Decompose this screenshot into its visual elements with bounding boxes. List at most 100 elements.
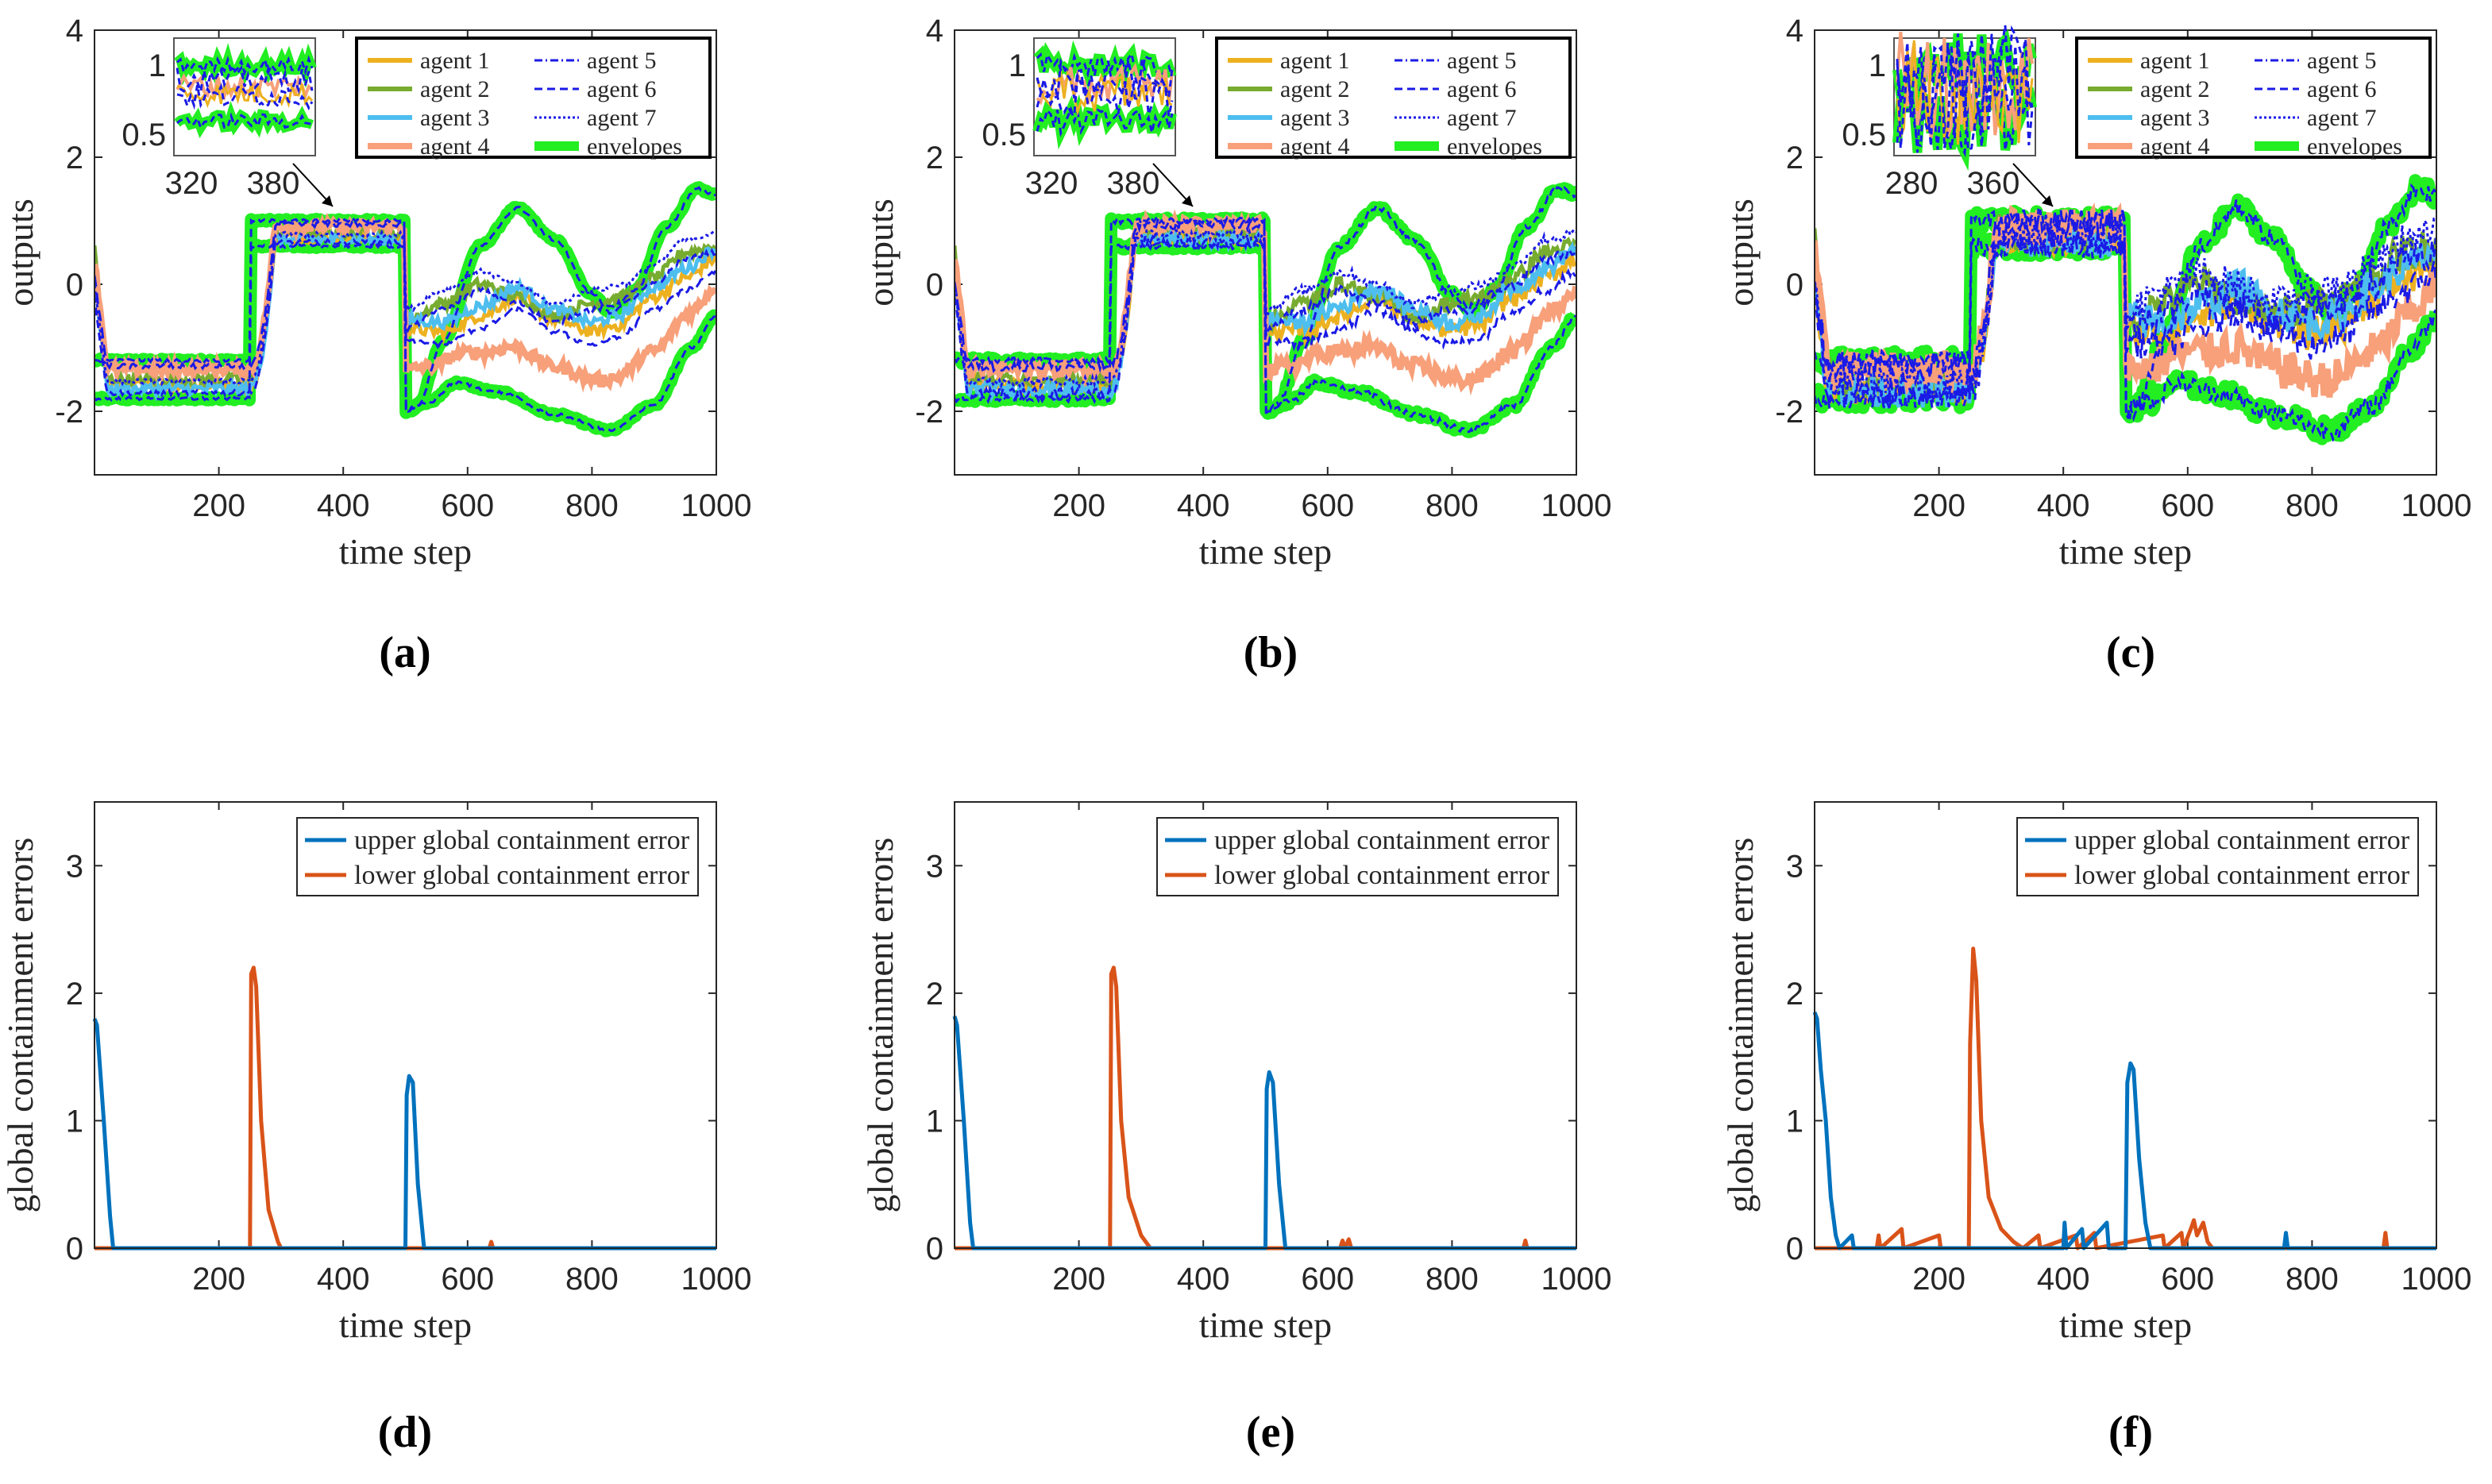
x-tick-label: 800 bbox=[2286, 488, 2339, 523]
agent-7-line bbox=[95, 229, 716, 387]
y-tick-label: 4 bbox=[1786, 13, 1803, 48]
x-axis-label: time step bbox=[2059, 1305, 2192, 1345]
legend-label: agent 3 bbox=[420, 105, 489, 131]
inset-agent bbox=[176, 64, 314, 96]
inset-envelope-dash bbox=[176, 112, 313, 130]
inset-x-tick: 380 bbox=[247, 166, 300, 201]
inset-y-tick: 0.5 bbox=[982, 118, 1026, 152]
inset-agent bbox=[1896, 25, 2034, 132]
legend-label: agent 4 bbox=[1280, 133, 1349, 160]
y-tick-label: 3 bbox=[926, 849, 943, 884]
y-tick-label: 2 bbox=[1786, 977, 1803, 1012]
legend-label: agent 5 bbox=[2307, 48, 2376, 74]
plot-frame bbox=[954, 29, 1577, 476]
y-axis-label: outputs bbox=[860, 199, 901, 306]
chart-f: 200 400 600 800 1000 0 1 2 3 time step global cont… bbox=[1720, 801, 2472, 1345]
chart-c: 200 400 600 800 1000 -2 0 2 4 time step outputs 0.5… bbox=[1720, 13, 2471, 572]
x-tick-label: 1000 bbox=[2401, 1262, 2472, 1297]
x-tick-label: 600 bbox=[441, 1262, 494, 1297]
y-tick-label: 2 bbox=[926, 977, 943, 1012]
envelope-center-dash bbox=[1815, 183, 2436, 419]
legend-label: agent 5 bbox=[1447, 48, 1516, 74]
x-tick-label: 400 bbox=[1177, 1262, 1230, 1297]
y-tick-label: 0 bbox=[926, 1232, 943, 1266]
y-tick-label: 0 bbox=[66, 1232, 83, 1266]
x-tick-label: 200 bbox=[192, 1262, 245, 1297]
y-axis-label: global containment errors bbox=[1720, 838, 1761, 1213]
x-tick-label: 400 bbox=[317, 488, 370, 523]
chart-b: 200 400 600 800 1000 -2 0 2 4 time step outputs 0.5… bbox=[860, 13, 1611, 572]
legend-box bbox=[355, 37, 712, 159]
legend-label: agent 1 bbox=[2140, 48, 2209, 74]
legend-box bbox=[1215, 37, 1572, 159]
caption-b: (b) bbox=[1244, 628, 1298, 677]
legend-box bbox=[2075, 37, 2432, 159]
y-tick-label: -2 bbox=[55, 395, 83, 430]
y-tick-label: 0 bbox=[1786, 268, 1803, 303]
legend-label: agent 5 bbox=[587, 48, 656, 74]
y-tick-label: 0 bbox=[926, 268, 943, 303]
legend-label: agent 4 bbox=[2140, 133, 2209, 160]
y-axis-label: global containment errors bbox=[0, 838, 41, 1213]
inset-agent bbox=[176, 80, 314, 109]
x-axis-label: time step bbox=[1199, 1305, 1332, 1345]
y-tick-label: 1 bbox=[926, 1104, 943, 1139]
inset-x-tick: 360 bbox=[1967, 166, 2020, 201]
x-tick-label: 200 bbox=[1052, 488, 1105, 523]
x-tick-label: 1000 bbox=[1541, 1262, 1612, 1297]
x-tick-label: 1000 bbox=[2401, 488, 2472, 523]
x-tick-label: 200 bbox=[1052, 1262, 1105, 1297]
x-tick-label: 800 bbox=[2286, 1262, 2339, 1297]
agent-7-line bbox=[955, 227, 1576, 390]
inset-agent bbox=[176, 83, 314, 110]
y-axis-label: outputs bbox=[0, 199, 41, 306]
inset-agent bbox=[1036, 57, 1174, 102]
x-tick-label: 400 bbox=[1177, 488, 1230, 523]
x-tick-label: 800 bbox=[1425, 1262, 1479, 1297]
inset-arrowhead bbox=[322, 195, 333, 206]
inset-envelope-dash bbox=[176, 55, 314, 76]
inset-y-tick: 0.5 bbox=[1842, 118, 1886, 152]
x-tick-label: 800 bbox=[565, 1262, 619, 1297]
legend-label: agent 1 bbox=[1280, 48, 1349, 74]
y-tick-label: -2 bbox=[915, 395, 943, 430]
x-tick-label: 1000 bbox=[1541, 488, 1612, 523]
legend-label: lower global containment error bbox=[354, 861, 690, 890]
x-axis-label: time step bbox=[339, 1305, 472, 1345]
legend-label: envelopes bbox=[2307, 133, 2402, 160]
inset-lines bbox=[1892, 25, 2037, 172]
x-tick-label: 800 bbox=[1425, 488, 1479, 523]
chart-a: 200 400 600 800 1000 -2 0 2 4 time step outputs 0.5… bbox=[0, 13, 751, 572]
inset-envelope-dash bbox=[1896, 87, 2034, 158]
legend-label: agent 6 bbox=[2307, 76, 2376, 102]
legend-label: upper global containment error bbox=[2074, 826, 2410, 855]
x-tick-label: 800 bbox=[565, 488, 619, 523]
x-tick-label: 1000 bbox=[681, 1262, 752, 1297]
y-axis-label: outputs bbox=[1720, 199, 1761, 306]
inset-envelope bbox=[1032, 94, 1177, 150]
x-tick-label: 400 bbox=[2037, 1262, 2090, 1297]
y-tick-label: -2 bbox=[1775, 395, 1803, 430]
inset-arrowhead bbox=[1182, 195, 1193, 206]
legend-box bbox=[2016, 817, 2419, 896]
plot-area bbox=[955, 182, 1576, 438]
y-tick-label: 2 bbox=[1786, 141, 1803, 175]
legend-box bbox=[1156, 817, 1559, 896]
lower-error-line bbox=[95, 966, 716, 1251]
agent-7-line bbox=[1815, 217, 2436, 399]
envelope-center-dash bbox=[955, 241, 1576, 436]
legend-label: agent 7 bbox=[1447, 105, 1516, 131]
legend-label: envelopes bbox=[587, 133, 682, 160]
x-tick-label: 400 bbox=[2037, 488, 2090, 523]
caption-c: (c) bbox=[2106, 628, 2155, 677]
plot-frame bbox=[94, 801, 717, 1249]
plot-area bbox=[1815, 174, 2436, 445]
y-tick-label: 3 bbox=[1786, 849, 1803, 884]
legend-label: lower global containment error bbox=[2074, 861, 2410, 890]
upper-error-line bbox=[92, 1018, 716, 1251]
inset-x-tick: 320 bbox=[1025, 166, 1078, 201]
legend-label: agent 3 bbox=[1280, 105, 1349, 131]
plot-frame bbox=[94, 29, 717, 476]
envelope-center-dash bbox=[955, 186, 1576, 418]
